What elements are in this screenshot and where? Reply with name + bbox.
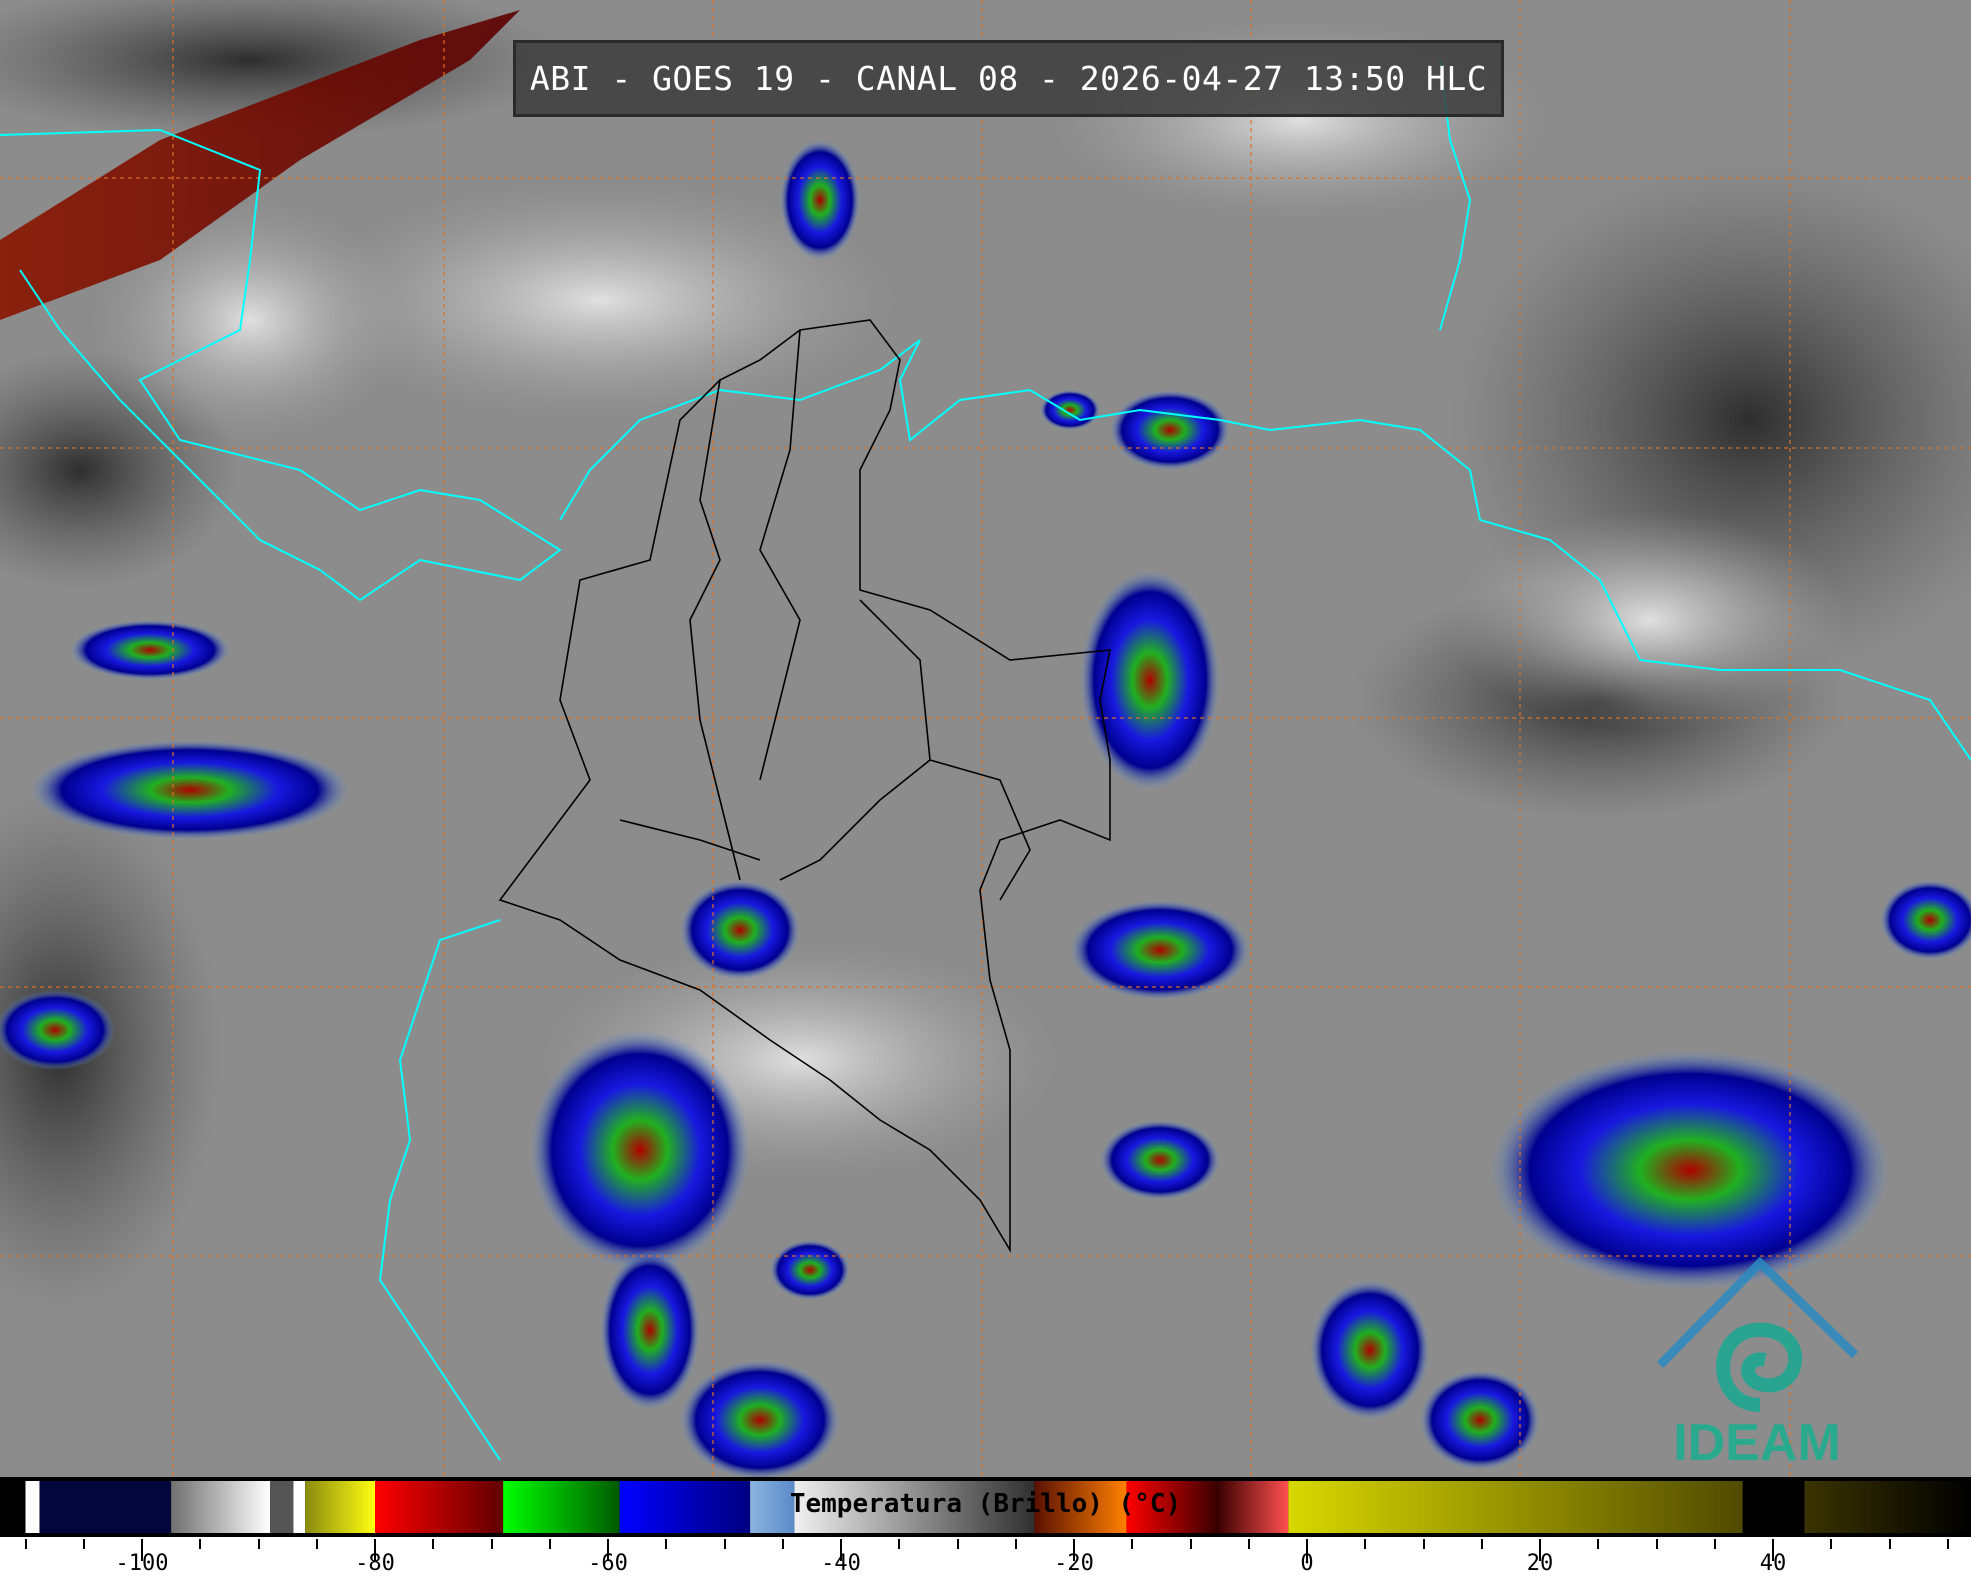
colorbar-tick	[956, 1539, 959, 1549]
colorbar-segment	[503, 1481, 620, 1533]
colorbar-tick-label: 20	[1526, 1551, 1554, 1576]
colorbar-segment	[270, 1481, 294, 1533]
colorbar-tick	[723, 1539, 726, 1549]
convective-storms	[0, 140, 1971, 1477]
logo-text: IDEAM	[1673, 1414, 1841, 1470]
colorbar-tick	[1655, 1539, 1658, 1549]
colorbar-tick	[1014, 1539, 1017, 1549]
colorbar-tick	[665, 1539, 668, 1549]
colorbar-tick-label: -40	[821, 1551, 861, 1576]
colorbar-legend: Temperatura (Brillo) (°C) -100 -80 -60 -40 -…	[0, 1477, 1971, 1577]
colorbar-tick	[548, 1539, 551, 1549]
colorbar-tick	[1073, 1539, 1075, 1561]
colorbar-tick-label: -20	[1054, 1551, 1094, 1576]
colorbar-segment	[39, 1481, 172, 1533]
colorbar-tick	[315, 1539, 318, 1549]
colorbar-frame: Temperatura (Brillo) (°C)	[0, 1477, 1971, 1537]
colorbar-segment	[1126, 1481, 1218, 1533]
lat-lon-grid	[0, 0, 1971, 1477]
colorbar-tick	[1946, 1539, 1949, 1549]
colorbar-tick	[1189, 1539, 1192, 1549]
colorbar-tick	[1597, 1539, 1600, 1549]
colorbar-tick	[840, 1539, 842, 1561]
colorbar-segment	[1034, 1481, 1127, 1533]
colorbar-tick	[1480, 1539, 1483, 1549]
image-title: ABI - GOES 19 - CANAL 08 - 2026-04-27 13…	[529, 59, 1488, 98]
cold-upper-level-band	[0, 10, 520, 320]
colorbar-tick	[257, 1539, 260, 1549]
colorbar-tick	[490, 1539, 493, 1549]
colorbar-tick	[1772, 1539, 1774, 1561]
colorbar-tick	[607, 1539, 609, 1561]
colorbar-tick	[1247, 1539, 1250, 1549]
colorbar-segment	[794, 1481, 1035, 1533]
colorbar-tick	[1306, 1539, 1308, 1561]
country-borders	[498, 319, 1111, 1253]
colorbar-segment	[1217, 1481, 1289, 1533]
colorbar-tick-label: -60	[588, 1551, 628, 1576]
colorbar-segment	[375, 1481, 504, 1533]
colorbar-tick	[199, 1539, 202, 1549]
colorbar-segment	[293, 1481, 306, 1533]
colorbar-tick	[898, 1539, 901, 1549]
title-banner: ABI - GOES 19 - CANAL 08 - 2026-04-27 13…	[513, 40, 1504, 117]
colorbar-tick-label: 0	[1300, 1551, 1314, 1576]
colorbar-segment	[750, 1481, 795, 1533]
colorbar-tick	[1422, 1539, 1425, 1549]
colorbar-tick-label: -100	[115, 1551, 169, 1576]
ideam-logo: IDEAM	[1656, 1256, 1859, 1470]
colorbar-segment	[1742, 1481, 1805, 1533]
colorbar-segment	[619, 1481, 751, 1533]
colorbar-tick	[1713, 1539, 1716, 1549]
colorbar-tick	[1131, 1539, 1134, 1549]
colorbar-segment	[1288, 1481, 1743, 1533]
colorbar-tick	[1364, 1539, 1367, 1549]
colorbar-segment	[25, 1481, 40, 1533]
colorbar-tick-label: 40	[1759, 1551, 1787, 1576]
colorbar-label: Temperatura (Brillo) (°C)	[789, 1489, 1182, 1519]
colorbar-tick	[374, 1539, 376, 1561]
colorbar-strip	[25, 1481, 1971, 1533]
colorbar-tick	[1888, 1539, 1891, 1549]
colorbar-segment	[171, 1481, 271, 1533]
colorbar-tick	[432, 1539, 435, 1549]
colorbar-segment	[305, 1481, 375, 1533]
colorbar-tick	[781, 1539, 784, 1549]
colorbar-tick	[24, 1539, 27, 1549]
colorbar-segment	[1804, 1481, 1971, 1533]
colorbar-tick	[141, 1539, 143, 1561]
colorbar-tick-label: -80	[355, 1551, 395, 1576]
colorbar-tick	[1830, 1539, 1833, 1549]
colorbar-tick	[82, 1539, 85, 1549]
colorbar-tick	[1539, 1539, 1541, 1561]
